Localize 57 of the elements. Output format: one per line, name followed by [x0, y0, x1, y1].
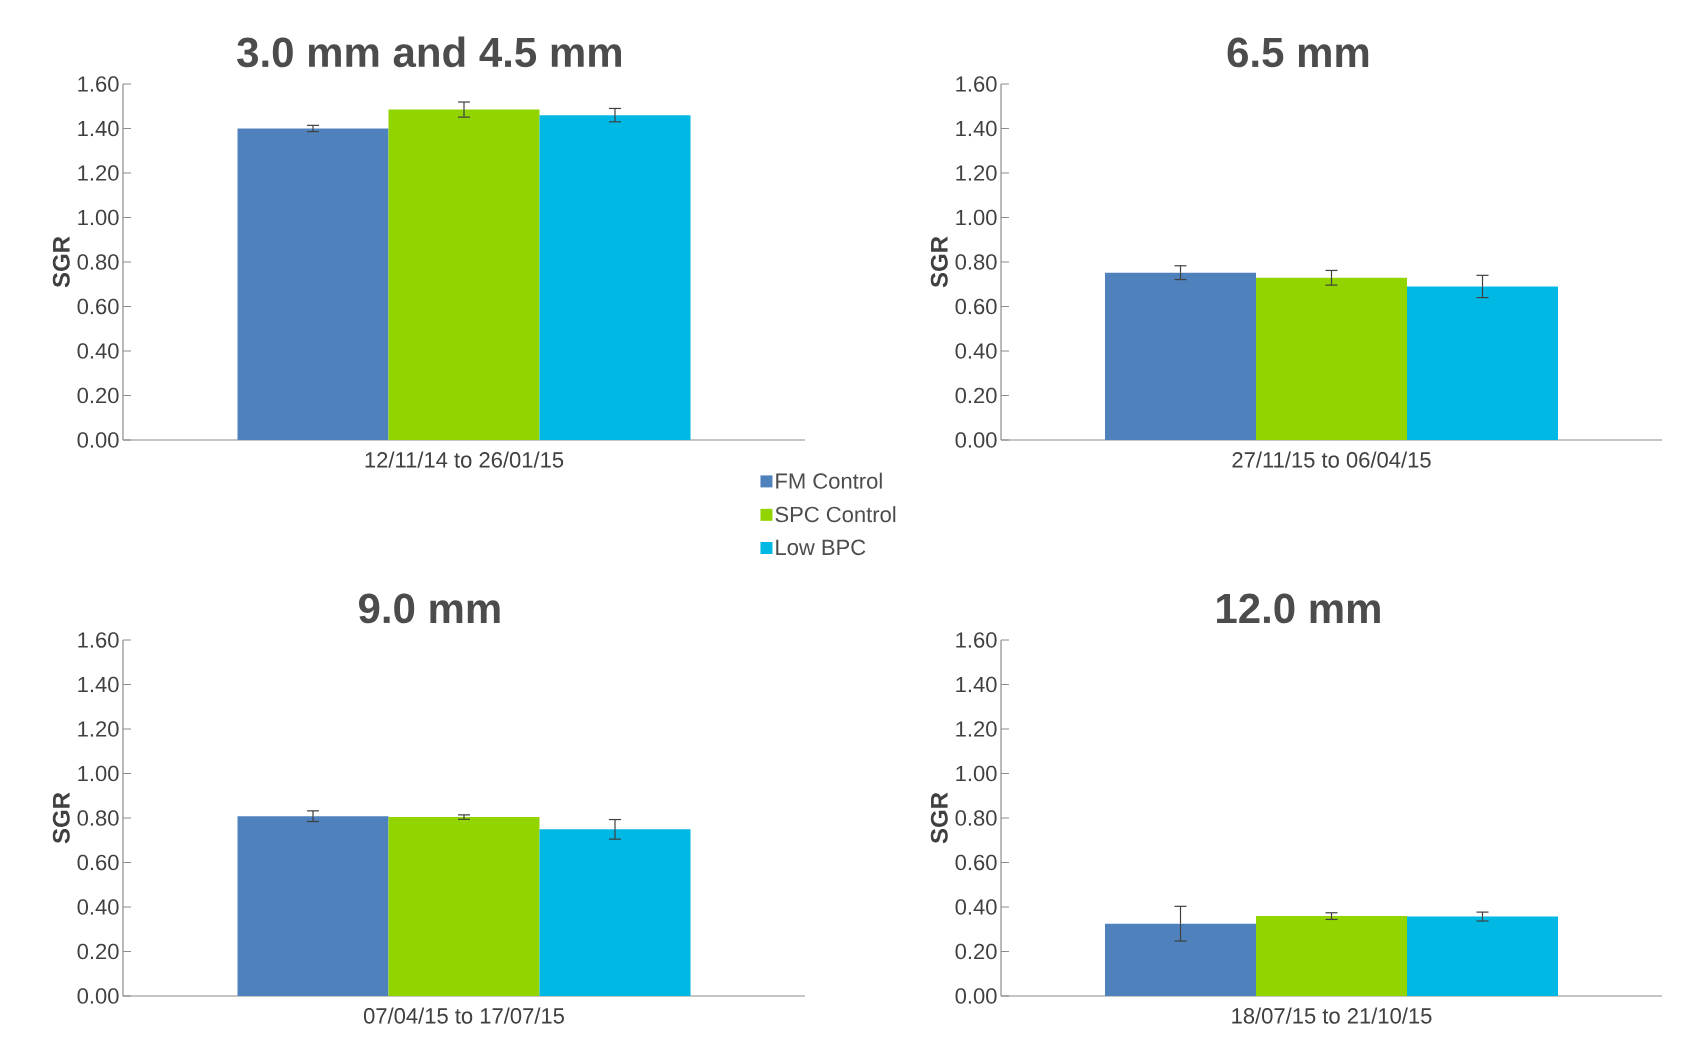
y-tick-label: 0.40: [955, 899, 997, 915]
y-tick-label: 1.00: [78, 209, 119, 226]
y-tick-label: 1.60: [78, 76, 119, 92]
bar: [388, 817, 540, 996]
y-tick-label: 0.60: [955, 854, 997, 871]
y-tick-label: 1.40: [78, 676, 119, 693]
y-tick-label: 0.20: [77, 943, 119, 960]
y-axis-title: SGR: [52, 236, 70, 288]
y-tick-label: 0.80: [955, 254, 997, 270]
chart-title: 3.0 mm and 4.5 mm: [237, 36, 621, 68]
y-tick-label: 0.40: [955, 343, 997, 359]
legend-label: Low BPC: [776, 539, 866, 556]
x-tick-label: 27/11/15 to 06/04/15: [1232, 451, 1431, 468]
y-tick-label: 1.00: [956, 209, 997, 226]
bar: [539, 829, 691, 996]
y-tick-label: 1.20: [78, 165, 119, 181]
bar: [237, 816, 389, 996]
y-tick-label: 0.80: [77, 254, 119, 270]
bar: [388, 109, 540, 440]
y-tick-label: 0.60: [77, 298, 119, 315]
y-tick-label: 0.00: [77, 432, 119, 448]
y-tick-label: 1.20: [956, 165, 997, 181]
y-axis-title: SGR: [930, 792, 948, 844]
chart-title: 9.0 mm: [358, 593, 500, 624]
y-tick-label: 0.60: [955, 298, 997, 315]
y-tick-label: 0.00: [77, 988, 119, 1004]
y-tick-label: 1.60: [78, 632, 119, 648]
y-tick-label: 1.40: [78, 120, 119, 137]
y-tick-label: 0.40: [77, 899, 119, 915]
y-tick-label: 0.20: [955, 387, 997, 404]
y-axis-title: SGR: [930, 236, 948, 288]
y-tick-label: 1.00: [78, 765, 119, 782]
y-tick-label: 1.20: [956, 721, 997, 737]
y-axis-title: SGR: [52, 792, 70, 844]
y-tick-label: 1.20: [78, 721, 119, 737]
x-tick-label: 12/11/14 to 26/01/15: [365, 451, 564, 468]
bar: [539, 115, 691, 440]
y-tick-label: 1.60: [956, 632, 997, 648]
chart-title: 12.0 mm: [1217, 593, 1380, 624]
y-tick-label: 1.40: [956, 120, 997, 137]
y-tick-label: 0.40: [77, 343, 119, 359]
legend-label: FM Control: [776, 472, 882, 489]
legend-label: SPC Control: [775, 506, 896, 523]
bar: [237, 128, 389, 440]
y-tick-label: 0.80: [77, 810, 119, 826]
y-tick-label: 0.00: [955, 988, 997, 1004]
y-tick-label: 0.80: [955, 810, 997, 826]
y-tick-label: 1.00: [956, 765, 997, 782]
y-tick-label: 0.60: [77, 854, 119, 871]
y-tick-label: 1.40: [956, 676, 997, 693]
x-tick-label: 07/04/15 to 17/07/15: [363, 1007, 564, 1024]
y-tick-label: 0.20: [77, 387, 119, 404]
x-tick-label: 18/07/15 to 21/10/15: [1232, 1007, 1432, 1024]
chart-title: 6.5 mm: [1227, 37, 1369, 68]
y-tick-label: 0.20: [955, 943, 997, 960]
y-tick-label: 0.00: [955, 432, 997, 448]
y-tick-label: 1.60: [956, 76, 997, 92]
